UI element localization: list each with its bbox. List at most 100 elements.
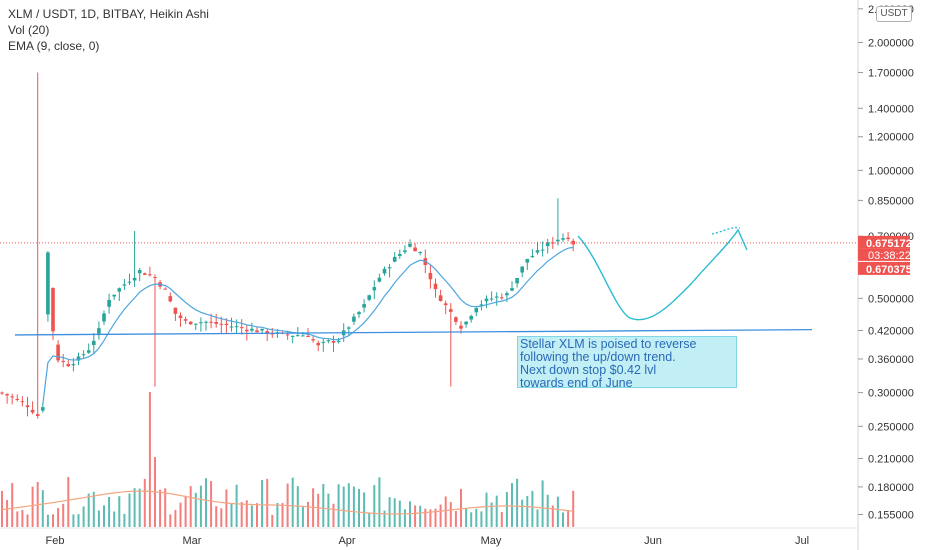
- candle-body[interactable]: [270, 333, 275, 335]
- candle-body[interactable]: [163, 288, 167, 290]
- candle-body[interactable]: [561, 238, 565, 240]
- candle-body[interactable]: [260, 328, 264, 331]
- candle-body[interactable]: [92, 340, 96, 345]
- candle-body[interactable]: [403, 250, 407, 253]
- candle-body[interactable]: [479, 304, 484, 306]
- candle-body[interactable]: [443, 303, 448, 306]
- candle-body[interactable]: [5, 394, 9, 396]
- candle-body[interactable]: [474, 308, 479, 313]
- candle-body[interactable]: [204, 321, 208, 323]
- candle-body[interactable]: [454, 317, 458, 322]
- candle-body[interactable]: [15, 398, 20, 400]
- candle-body[interactable]: [143, 273, 147, 275]
- candle-body[interactable]: [321, 342, 326, 344]
- candle-body[interactable]: [316, 342, 320, 346]
- candle-body[interactable]: [408, 243, 412, 247]
- candle-body[interactable]: [362, 304, 366, 308]
- candle-body[interactable]: [520, 266, 524, 273]
- candle-body[interactable]: [107, 299, 111, 307]
- projection-curve[interactable]: [577, 228, 748, 321]
- candle-body[interactable]: [245, 329, 249, 332]
- candle-body[interactable]: [183, 319, 188, 321]
- candle-body[interactable]: [188, 321, 193, 325]
- candle-body[interactable]: [489, 298, 494, 300]
- candle-body[interactable]: [285, 334, 290, 336]
- candle-body[interactable]: [229, 326, 234, 328]
- candle-body[interactable]: [535, 250, 540, 253]
- candle-body[interactable]: [148, 274, 152, 276]
- candle-body[interactable]: [194, 323, 198, 325]
- candle-body[interactable]: [398, 253, 402, 257]
- candle-body[interactable]: [433, 283, 438, 290]
- candle-body[interactable]: [484, 298, 489, 302]
- candle-body[interactable]: [469, 316, 473, 320]
- candle-body[interactable]: [372, 287, 377, 291]
- candle-body[interactable]: [0, 392, 4, 394]
- volume-indicator-label[interactable]: Vol (20): [8, 23, 50, 37]
- candle-body[interactable]: [387, 267, 392, 269]
- candle-body[interactable]: [209, 321, 213, 323]
- candle-body[interactable]: [296, 335, 300, 337]
- candle-body[interactable]: [153, 277, 157, 279]
- candle-body[interactable]: [505, 293, 509, 296]
- candle-body[interactable]: [367, 295, 371, 300]
- candle-body[interactable]: [449, 309, 453, 312]
- candle-body[interactable]: [301, 335, 305, 337]
- candle-body[interactable]: [525, 258, 530, 263]
- currency-button[interactable]: USDT: [876, 6, 912, 22]
- candle-body[interactable]: [112, 294, 116, 297]
- candle-body[interactable]: [137, 270, 142, 274]
- candle-body[interactable]: [326, 340, 331, 342]
- candle-body[interactable]: [86, 350, 91, 353]
- candle-body[interactable]: [494, 296, 499, 298]
- candle-body[interactable]: [173, 307, 178, 314]
- candle-body[interactable]: [540, 249, 545, 251]
- candle-body[interactable]: [357, 312, 361, 315]
- candle-body[interactable]: [566, 237, 570, 239]
- candle-body[interactable]: [178, 315, 183, 319]
- candle-body[interactable]: [255, 330, 259, 333]
- candle-body[interactable]: [20, 401, 25, 403]
- candle-body[interactable]: [234, 326, 239, 328]
- support-trendline[interactable]: [14, 328, 813, 336]
- candle-body[interactable]: [239, 327, 244, 329]
- candle-body[interactable]: [530, 256, 535, 258]
- candle-body[interactable]: [71, 364, 76, 366]
- candle-body[interactable]: [56, 344, 60, 361]
- candle-body[interactable]: [61, 360, 65, 362]
- candle-body[interactable]: [25, 405, 30, 408]
- candle-body[interactable]: [10, 396, 14, 398]
- candle-body[interactable]: [219, 323, 224, 325]
- candle-body[interactable]: [311, 339, 315, 341]
- candle-body[interactable]: [46, 252, 50, 315]
- candle-body[interactable]: [35, 414, 40, 416]
- candle-body[interactable]: [382, 268, 387, 274]
- candle-body[interactable]: [76, 356, 81, 361]
- candle-body[interactable]: [500, 297, 504, 299]
- candle-body[interactable]: [122, 284, 127, 286]
- ema-indicator-label[interactable]: EMA (9, close, 0): [8, 39, 100, 53]
- candle-body[interactable]: [459, 325, 463, 329]
- candle-body[interactable]: [352, 316, 356, 322]
- candle-body[interactable]: [102, 313, 106, 322]
- candle-body[interactable]: [250, 328, 254, 331]
- candle-body[interactable]: [168, 296, 173, 302]
- candle-body[interactable]: [418, 252, 422, 254]
- candle-body[interactable]: [81, 354, 86, 356]
- candle-body[interactable]: [265, 331, 269, 335]
- candle-body[interactable]: [97, 328, 101, 334]
- candle-body[interactable]: [117, 288, 122, 292]
- candle-body[interactable]: [51, 288, 55, 332]
- candle-body[interactable]: [306, 335, 310, 338]
- annotation-callout[interactable]: Stellar XLM is poised to reverse followi…: [517, 336, 737, 390]
- candle-body[interactable]: [515, 277, 519, 284]
- candle-body[interactable]: [510, 288, 514, 291]
- symbol-title[interactable]: XLM / USDT, 1D, BITBAY, Heikin Ashi: [8, 7, 209, 21]
- candle-body[interactable]: [545, 242, 550, 247]
- candle-body[interactable]: [556, 239, 560, 242]
- candle-body[interactable]: [392, 256, 397, 262]
- candle-body[interactable]: [413, 247, 417, 252]
- candle-body[interactable]: [336, 340, 341, 343]
- candle-body[interactable]: [224, 323, 229, 326]
